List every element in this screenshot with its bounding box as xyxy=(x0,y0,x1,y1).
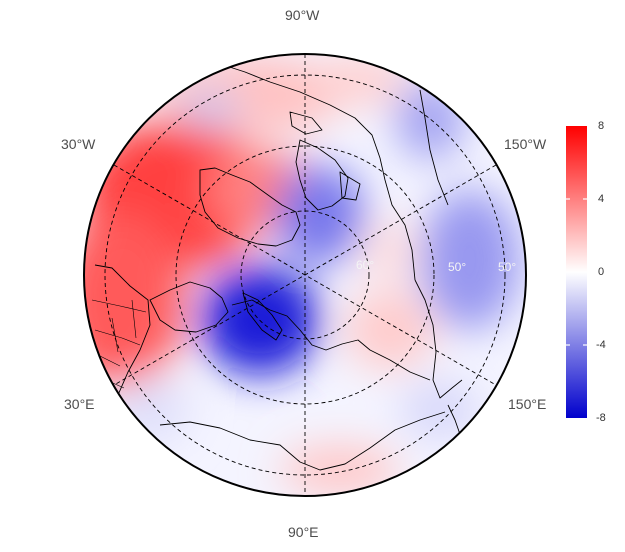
lon-label-30w: 30°W xyxy=(61,136,96,152)
colorbar-tick-4: 4 xyxy=(598,193,605,205)
colorbar-tick-neg4: -4 xyxy=(596,339,606,351)
graticule xyxy=(104,54,506,496)
siberia-coast xyxy=(231,299,431,381)
alaska-coast xyxy=(414,279,463,399)
canadian-archipelago-coast xyxy=(289,111,361,211)
lat-label-50-a: 50° xyxy=(448,260,467,274)
asia-south-coast xyxy=(159,411,446,471)
lat-label-60: 60° xyxy=(356,258,375,272)
latitude-circle-70 xyxy=(175,145,435,405)
lon-label-150w: 150°W xyxy=(504,136,547,152)
map-boundary xyxy=(83,53,527,497)
colorbar-tick-neg8: -8 xyxy=(596,412,606,424)
greenland-coast xyxy=(199,167,301,247)
lat-label-50-b: 50° xyxy=(498,260,517,274)
lon-label-90w: 90°W xyxy=(285,7,320,23)
colorbar-ticks xyxy=(566,198,587,346)
europe-borders xyxy=(91,299,147,389)
europe-coast xyxy=(94,264,151,411)
scandinavia-coast xyxy=(149,281,229,333)
colorbar xyxy=(566,126,587,418)
latitude-circle-60 xyxy=(104,74,506,476)
colorbar-tick-0: 0 xyxy=(598,266,605,278)
colorbar-tick-8: 8 xyxy=(598,120,605,132)
lon-label-90e: 90°E xyxy=(288,524,319,540)
coastlines xyxy=(91,59,471,471)
lon-label-150e: 150°E xyxy=(508,396,547,412)
lon-label-30e: 30°E xyxy=(64,396,95,412)
meridian-150W-30E xyxy=(113,164,497,386)
novaya-zemlya-coast xyxy=(242,292,283,341)
north-america-coast xyxy=(207,59,449,281)
